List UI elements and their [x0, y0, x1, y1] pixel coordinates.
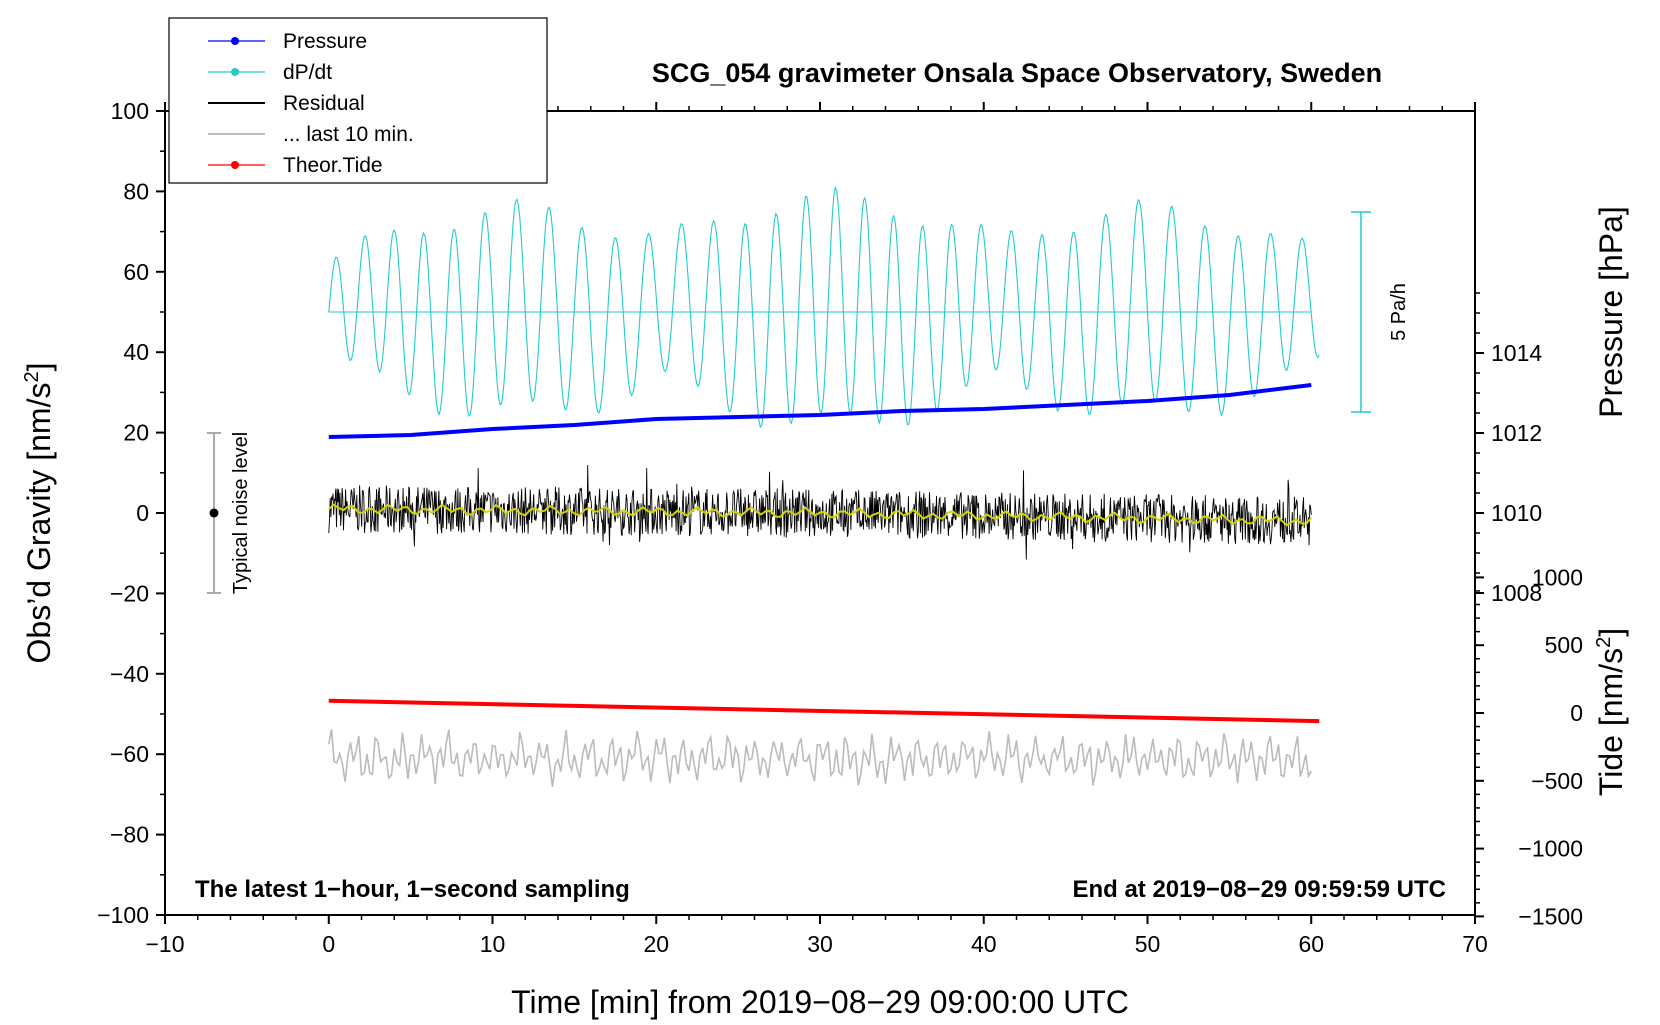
x-tick-label: 50 — [1135, 931, 1161, 957]
tide-tick-label: 500 — [1545, 632, 1583, 658]
pressure-tick-label: 1008 — [1491, 580, 1542, 606]
tide-axis-label-sup: 2 — [1593, 637, 1615, 648]
y-axis-ticks: 100 80 60 40 20 0 −20 −40 −60 −80 −100 — [97, 98, 165, 928]
x-tick-label: 30 — [807, 931, 833, 957]
rate-scale-indicator: 5 Pa/h — [1351, 211, 1410, 413]
noise-level-indicator: Typical noise level — [207, 432, 252, 594]
x-tick-label: 60 — [1298, 931, 1324, 957]
note-sampling: The latest 1−hour, 1−second sampling — [195, 876, 630, 903]
y-axis-label-left-end: ] — [21, 363, 57, 372]
y-tick-label: 0 — [136, 500, 149, 526]
pressure-tick-label: 1014 — [1491, 340, 1542, 366]
x-tick-label: 10 — [480, 931, 506, 957]
y-tick-label: −40 — [110, 661, 149, 687]
pressure-tick-label: 1010 — [1491, 500, 1542, 526]
legend-label: Pressure — [283, 30, 367, 53]
y-tick-label: 40 — [123, 339, 149, 365]
y-tick-label: −60 — [110, 741, 149, 767]
tide-line — [328, 698, 1320, 724]
last-10-min-line — [328, 729, 1312, 787]
y-tick-label: −100 — [97, 902, 149, 928]
legend-swatch-marker — [231, 37, 239, 45]
tide-tick-label: 1000 — [1532, 564, 1583, 590]
pressure-tick-label: 1012 — [1491, 420, 1542, 446]
x-axis-ticks: −10 0 10 20 30 40 50 60 70 — [145, 102, 1488, 957]
noise-dot — [209, 508, 219, 518]
chart-title: SCG_054 gravimeter Onsala Space Observat… — [652, 58, 1382, 88]
tide-tick-label: −1000 — [1518, 836, 1583, 862]
tide-axis-label-main: Tide [nm/s — [1593, 648, 1629, 796]
noise-label: Typical noise level — [230, 432, 252, 594]
tide-axis-label: Tide [nm/s2] — [1593, 628, 1629, 796]
legend-label: Theor.Tide — [283, 154, 383, 177]
legend-box — [168, 17, 548, 184]
x-axis-label: Time [min] from 2019−08−29 09:00:00 UTC — [511, 984, 1129, 1020]
y-tick-label: −80 — [110, 822, 149, 848]
dpdt-line — [328, 185, 1320, 429]
x-tick-label: 40 — [971, 931, 997, 957]
rate-label: 5 Pa/h — [1388, 283, 1410, 341]
residual-smooth-line — [328, 503, 1313, 527]
pressure-line — [328, 383, 1312, 439]
y-axis-label-left-main: Obs’d Gravity [nm/s — [21, 383, 57, 664]
tide-axis-label-end: ] — [1593, 628, 1629, 637]
y-tick-label: 20 — [123, 420, 149, 446]
tide-axis-ticks: 1000 500 0 −500 −1000 −1500 — [1475, 564, 1583, 929]
legend-label: ... last 10 min. — [283, 123, 414, 146]
y-tick-label: 60 — [123, 259, 149, 285]
y-axis-label-left: Obs’d Gravity [nm/s2] — [21, 363, 57, 664]
legend-label: dP/dt — [283, 61, 332, 84]
series-layer — [328, 185, 1320, 787]
y-tick-label: −20 — [110, 580, 149, 606]
x-tick-label: 70 — [1462, 931, 1488, 957]
x-tick-label: −10 — [145, 931, 184, 957]
x-tick-label: 0 — [322, 931, 335, 957]
legend-label: Residual — [283, 92, 365, 115]
tide-tick-label: −1500 — [1518, 903, 1583, 929]
note-end-time: End at 2019−08−29 09:59:59 UTC — [1072, 876, 1446, 903]
y-tick-label: 80 — [123, 178, 149, 204]
y-tick-label: 100 — [111, 98, 149, 124]
tide-tick-label: 0 — [1570, 700, 1583, 726]
y-axis-label-left-sup: 2 — [21, 371, 43, 382]
legend-swatch-marker — [231, 161, 239, 169]
pressure-axis-ticks: 1014 1012 1010 1008 — [1475, 292, 1542, 606]
legend-swatch-marker — [231, 68, 239, 76]
x-tick-label: 20 — [643, 931, 669, 957]
residual-line — [328, 464, 1312, 560]
legend: Pressure dP/dt Residual ... last 10 min. The… — [168, 17, 548, 184]
pressure-axis-label: Pressure [hPa] — [1593, 206, 1629, 418]
tide-tick-label: −500 — [1531, 768, 1583, 794]
